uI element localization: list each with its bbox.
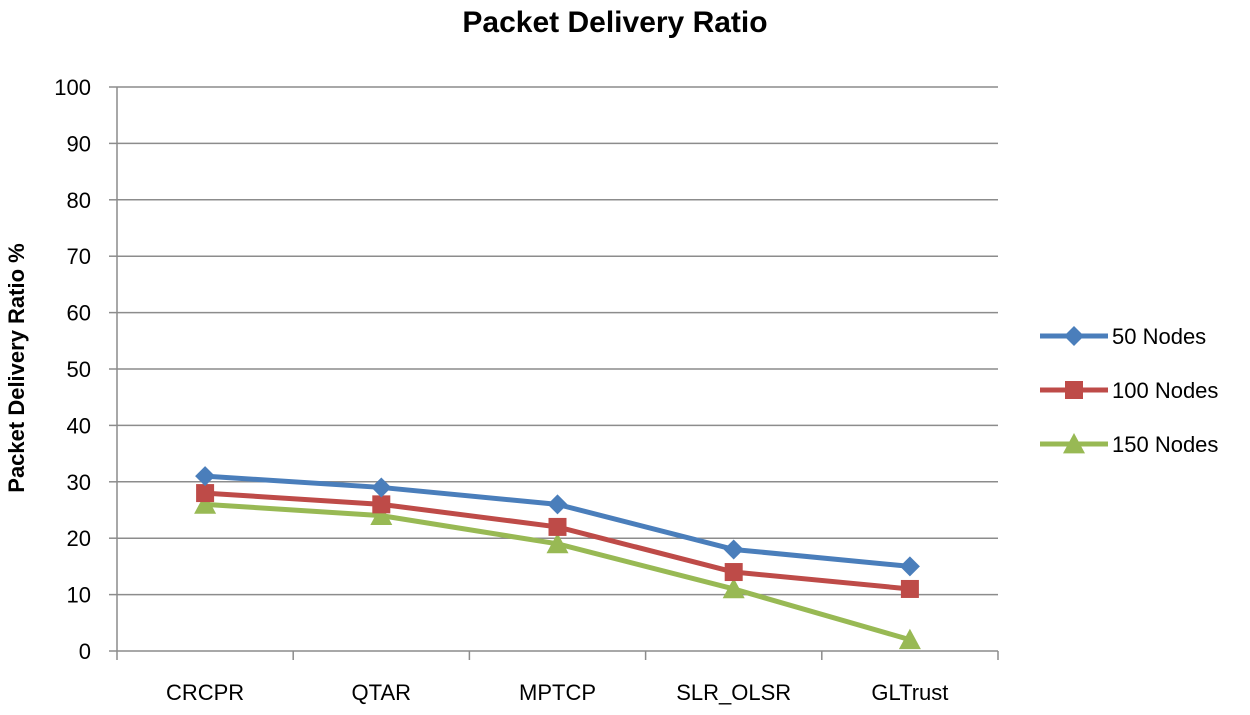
y-tick-label: 60 bbox=[67, 301, 91, 326]
x-tick-label: SLR_OLSR bbox=[676, 680, 791, 705]
y-tick-label: 50 bbox=[67, 357, 91, 382]
y-axis-label: Packet Delivery Ratio % bbox=[4, 243, 29, 492]
x-tick-label: QTAR bbox=[352, 680, 411, 705]
y-tick-label: 100 bbox=[54, 75, 91, 100]
y-tick-label: 80 bbox=[67, 188, 91, 213]
legend-label: 150 Nodes bbox=[1112, 432, 1218, 457]
x-tick-label: MPTCP bbox=[519, 680, 596, 705]
axes bbox=[109, 86, 999, 660]
y-tick-label: 0 bbox=[79, 639, 91, 664]
data-series bbox=[194, 466, 921, 650]
legend-label: 50 Nodes bbox=[1112, 324, 1206, 349]
x-tick-labels: CRCPR QTAR MPTCP SLR_OLSR GLTrust bbox=[166, 680, 948, 705]
data-point bbox=[370, 504, 393, 525]
legend-marker bbox=[1063, 433, 1085, 454]
data-point bbox=[194, 493, 217, 514]
data-point bbox=[547, 494, 568, 515]
chart-title: Packet Delivery Ratio bbox=[462, 6, 767, 39]
data-point bbox=[724, 563, 743, 582]
data-point bbox=[195, 466, 216, 487]
x-tick-label: GLTrust bbox=[871, 680, 948, 705]
data-point bbox=[723, 539, 744, 560]
legend-item: 100 Nodes bbox=[1040, 378, 1218, 403]
y-tick-labels: 0 10 20 30 40 50 60 70 80 90 100 bbox=[54, 75, 91, 664]
data-point bbox=[899, 556, 920, 577]
legend-marker bbox=[1064, 326, 1084, 346]
series-150-nodes bbox=[194, 493, 921, 650]
data-point bbox=[196, 484, 215, 503]
legend-label: 100 Nodes bbox=[1112, 378, 1218, 403]
legend: 50 Nodes 100 Nodes 150 Nodes bbox=[1040, 324, 1218, 457]
y-tick-label: 40 bbox=[67, 413, 91, 438]
series-100-nodes bbox=[196, 484, 919, 598]
data-point bbox=[900, 579, 919, 598]
y-tick-label: 90 bbox=[67, 131, 91, 156]
series-50-nodes bbox=[195, 466, 920, 577]
legend-item: 50 Nodes bbox=[1040, 324, 1206, 349]
y-tick-label: 10 bbox=[67, 583, 91, 608]
data-point bbox=[371, 477, 392, 498]
legend-marker bbox=[1065, 381, 1083, 399]
y-tick-label: 70 bbox=[67, 244, 91, 269]
y-tick-label: 20 bbox=[67, 526, 91, 551]
data-point bbox=[546, 532, 569, 554]
data-point bbox=[722, 577, 745, 599]
data-point bbox=[372, 495, 391, 514]
y-tick-label: 30 bbox=[67, 470, 91, 495]
data-point bbox=[898, 628, 921, 650]
x-tick-label: CRCPR bbox=[166, 680, 244, 705]
legend-item: 150 Nodes bbox=[1040, 432, 1218, 457]
data-point bbox=[548, 517, 567, 536]
